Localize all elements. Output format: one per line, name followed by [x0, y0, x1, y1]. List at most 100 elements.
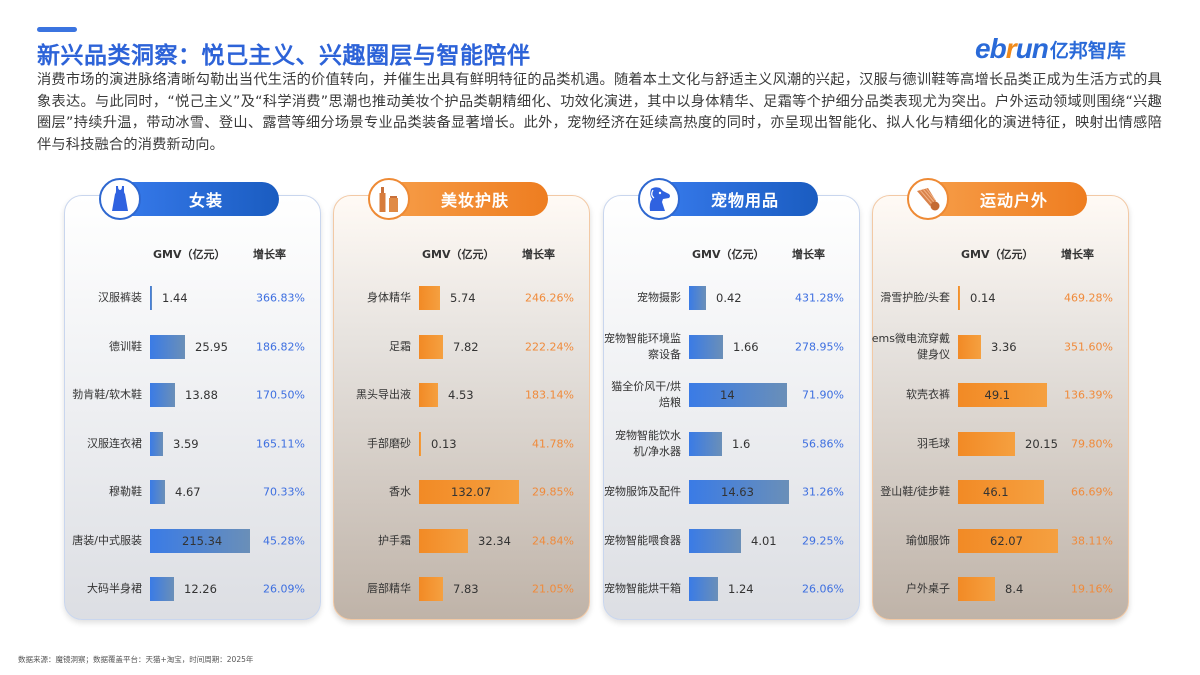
data-source-footnote: 数据来源：魔镜洞察；数据覆盖平台：天猫+淘宝，时间周期：2025年 [18, 655, 254, 664]
gmv-bar [150, 577, 174, 602]
gmv-bar [150, 528, 250, 553]
gmv-bar [689, 480, 789, 505]
table-row: 足霜 7.82 222.24% [334, 323, 589, 372]
panel-header: 美妆护肤 [368, 178, 548, 220]
gmv-value: 215.34 [182, 533, 223, 548]
gmv-value: 14.63 [721, 485, 754, 500]
category-name: 足霜 [389, 339, 411, 353]
table-row: 德训鞋 25.95 186.82% [65, 323, 320, 372]
category-name: 大码半身裙 [87, 582, 142, 596]
category-name: 宠物摄影 [637, 291, 681, 305]
growth-rate: 136.39% [1064, 388, 1113, 402]
category-name: 滑雪护脸/头套 [880, 291, 950, 305]
gmv-bar [419, 431, 421, 456]
growth-rate: 45.28% [263, 534, 305, 548]
gmv-value: 7.83 [453, 582, 479, 597]
growth-rate: 79.80% [1071, 437, 1113, 451]
panel-title: 女装 [188, 191, 223, 210]
table-row: 唐装/中式服装 215.34 45.28% [65, 517, 320, 566]
table-row: 身体精华 5.74 246.26% [334, 274, 589, 323]
rate-column-header: 增长率 [522, 248, 555, 261]
growth-rate: 186.82% [256, 340, 305, 354]
table-row: 瑜伽服饰 62.07 38.11% [873, 517, 1128, 566]
gmv-bar [958, 577, 995, 602]
category-name: 唐装/中式服装 [72, 533, 142, 547]
table-row: 香水 132.07 29.85% [334, 468, 589, 517]
table-row: 护手霜 32.34 24.84% [334, 517, 589, 566]
growth-rate: 41.78% [532, 437, 574, 451]
category-name: 德训鞋 [109, 339, 142, 353]
category-name: 宠物服饰及配件 [604, 485, 681, 499]
gmv-bar [958, 334, 981, 359]
table-row: 穆勒鞋 4.67 70.33% [65, 468, 320, 517]
gmv-value: 1.24 [728, 582, 754, 597]
rate-column-header: 增长率 [792, 248, 825, 261]
panel-title: 美妆护肤 [440, 191, 509, 210]
table-row: 汉服裤装 1.44 366.83% [65, 274, 320, 323]
gmv-value: 0.14 [970, 291, 996, 306]
logo-text-r: r [1005, 33, 1017, 64]
table-row: 汉服连衣裙 3.59 165.11% [65, 420, 320, 469]
gmv-bar [958, 383, 1047, 408]
intro-paragraph: 消费市场的演进脉络清晰勾勒出当代生活的价值转向，并催生出具有鲜明特征的品类机遇。… [37, 72, 1162, 153]
category-name: 宠物智能喂食器 [604, 533, 681, 547]
table-row: 宠物服饰及配件 14.63 31.26% [604, 468, 859, 517]
gmv-bar [689, 334, 723, 359]
table-row: 宠物智能环境监察设备 1.66 278.95% [604, 323, 859, 372]
data-rows: 汉服裤装 1.44 366.83% 德训鞋 25.95 186.82% 勃肯鞋/软木鞋 13.… [65, 274, 320, 614]
growth-rate: 170.50% [256, 388, 305, 402]
category-name: 软壳衣裤 [906, 388, 950, 402]
cosmetics-icon [368, 178, 410, 220]
gmv-value: 5.74 [450, 291, 476, 306]
category-name: 瑜伽服饰 [906, 533, 950, 547]
table-row: 黑头导出液 4.53 183.14% [334, 371, 589, 420]
dog-icon [638, 178, 680, 220]
growth-rate: 24.84% [532, 534, 574, 548]
table-row: 滑雪护脸/头套 0.14 469.28% [873, 274, 1128, 323]
gmv-value: 0.42 [716, 291, 742, 306]
gmv-bar [150, 480, 165, 505]
table-row: 软壳衣裤 49.1 136.39% [873, 371, 1128, 420]
category-name: 身体精华 [367, 291, 411, 305]
data-rows: 滑雪护脸/头套 0.14 469.28% ems微电流穿戴健身仪 3.36 351.60%… [871, 274, 1128, 614]
category-name: 唇部精华 [367, 582, 411, 596]
table-row: 勃肯鞋/软木鞋 13.88 170.50% [65, 371, 320, 420]
growth-rate: 366.83% [256, 291, 305, 305]
growth-rate: 351.60% [1064, 340, 1113, 354]
gmv-bar [419, 286, 440, 311]
panel-beauty-skincare: 美妆护肤 GMV（亿元） 增长率 身体精华 5.74 246.26% 足霜 7.82 22… [333, 178, 590, 620]
table-row: 猫全价风干/烘焙粮 14 71.90% [604, 371, 859, 420]
gmv-value: 3.36 [991, 339, 1017, 354]
gmv-bar [419, 480, 519, 505]
rate-column-header: 增长率 [253, 248, 286, 261]
growth-rate: 19.16% [1071, 582, 1113, 596]
panel-title: 运动户外 [979, 191, 1048, 210]
growth-rate: 165.11% [256, 437, 305, 451]
gmv-bar [419, 334, 443, 359]
gmv-bar [419, 577, 443, 602]
category-name: 手部磨砂 [367, 436, 411, 450]
gmv-bar [419, 528, 468, 553]
gmv-bar [419, 383, 438, 408]
category-name: 勃肯鞋/软木鞋 [72, 388, 142, 402]
shuttlecock-icon [907, 178, 949, 220]
growth-rate: 31.26% [802, 485, 844, 499]
gmv-bar [150, 334, 185, 359]
gmv-value: 49.1 [984, 388, 1011, 403]
table-row: 宠物智能喂食器 4.01 29.25% [604, 517, 859, 566]
growth-rate: 183.14% [525, 388, 574, 402]
gmv-value: 13.88 [185, 388, 218, 403]
table-row: 户外桌子 8.4 19.16% [873, 565, 1128, 614]
ebrun-logo: eb r un 亿邦智库 [975, 33, 1126, 64]
category-name: 登山鞋/徒步鞋 [880, 485, 950, 499]
gmv-bar [689, 431, 722, 456]
gmv-value: 8.4 [1005, 582, 1024, 597]
category-name: ems微电流穿戴健身仪 [871, 331, 950, 361]
data-rows: 宠物摄影 0.42 431.28% 宠物智能环境监察设备 1.66 278.95% 猫全价风… [604, 274, 859, 614]
gmv-value: 3.59 [173, 436, 199, 451]
growth-rate: 71.90% [802, 388, 844, 402]
gmv-value: 4.01 [751, 533, 777, 548]
gmv-column-header: GMV（亿元） [692, 248, 765, 261]
table-row: 宠物摄影 0.42 431.28% [604, 274, 859, 323]
panel-sports-outdoor: 运动户外 GMV（亿元） 增长率 滑雪护脸/头套 0.14 469.28% ems微电… [871, 178, 1129, 620]
